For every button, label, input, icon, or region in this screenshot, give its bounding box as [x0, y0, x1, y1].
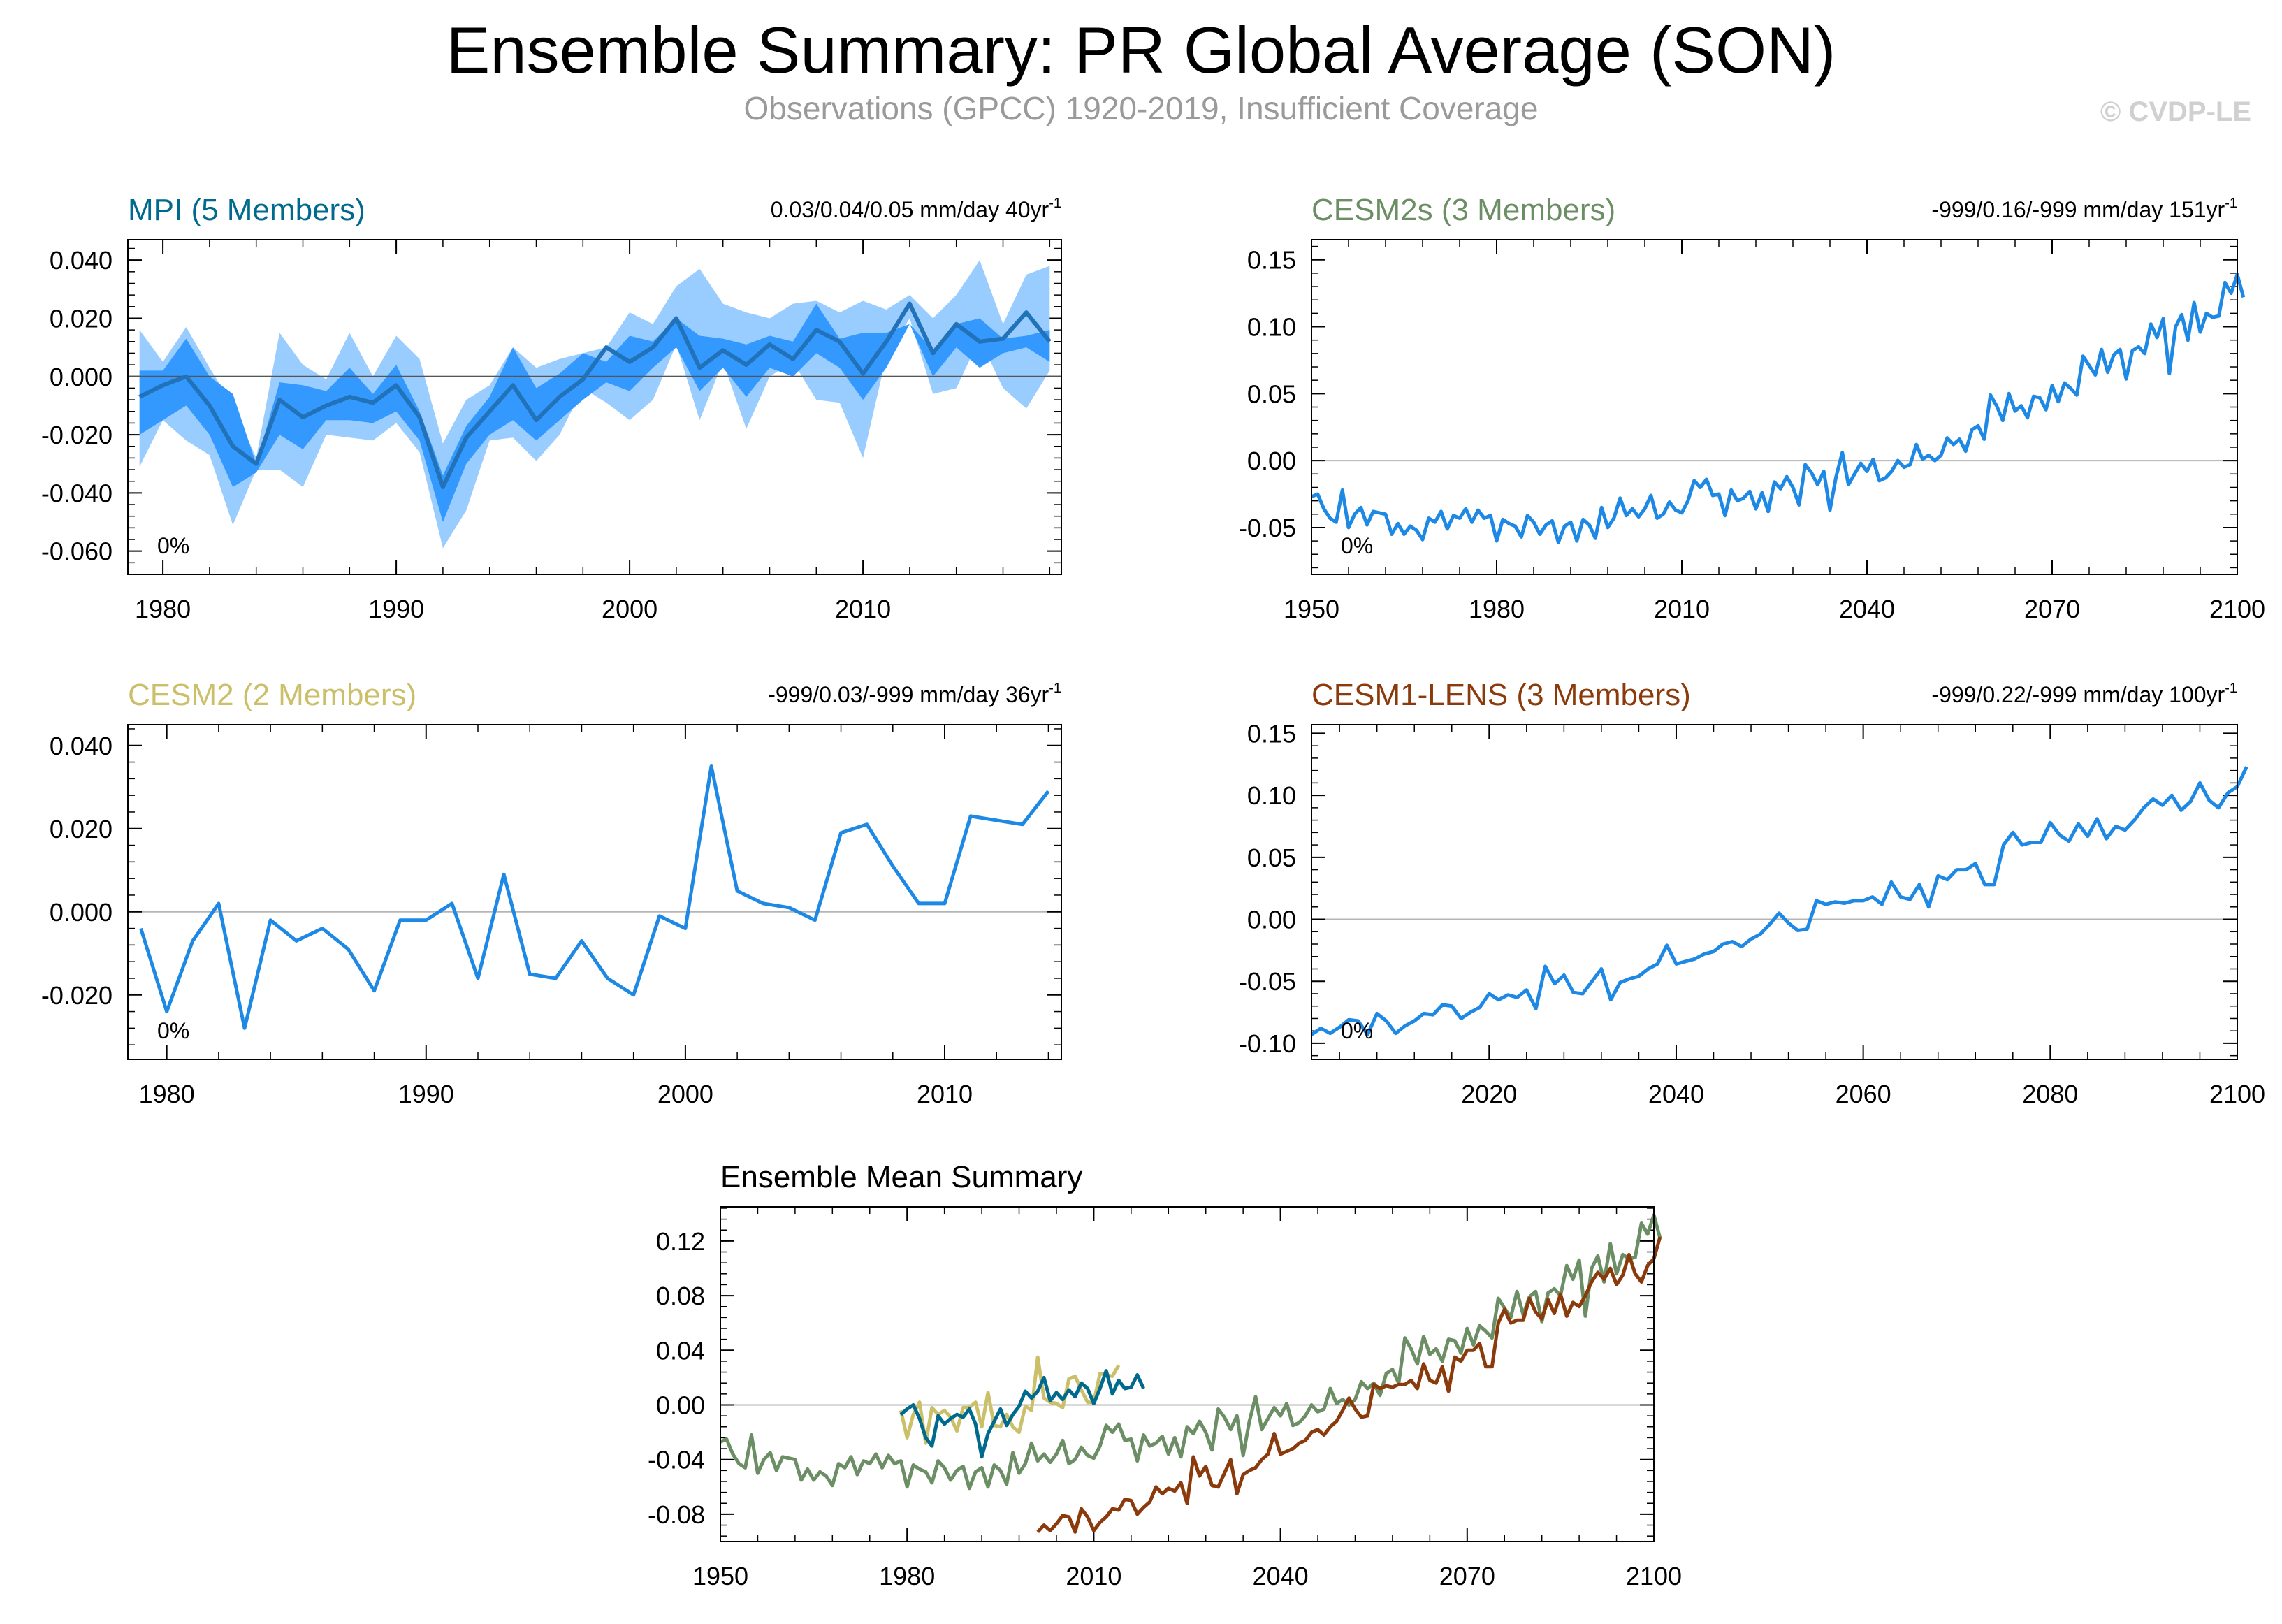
- plot-frame: [127, 239, 1062, 575]
- xtick-label: 2010: [835, 595, 891, 623]
- ytick-label: -0.060: [41, 537, 112, 566]
- xtick-label: 2100: [1626, 1562, 1682, 1590]
- panel-cesm2s: CESM2s (3 Members) -999/0.16/-999 mm/day …: [1239, 193, 2265, 623]
- ytick-label: 0.00: [1247, 447, 1296, 475]
- panel-title: Ensemble Mean Summary: [720, 1160, 1082, 1194]
- plot-frame: [1311, 239, 2238, 575]
- plot-frame: [720, 1206, 1655, 1542]
- lens-series-line: [1310, 766, 2248, 1036]
- panel-title: CESM2s (3 Members): [1311, 193, 1615, 227]
- ytick-label: -0.04: [648, 1446, 705, 1474]
- xtick-label: 1990: [368, 595, 424, 623]
- ytick-label: -0.05: [1239, 967, 1296, 996]
- panel-mpi: MPI (5 Members) 0.03/0.04/0.05 mm/day 40y…: [41, 193, 1062, 623]
- panel-title: MPI (5 Members): [128, 193, 365, 227]
- page-subtitle: Observations (GPCC) 1920-2019, Insuffici…: [743, 90, 1539, 126]
- xtick-label: 1980: [139, 1080, 195, 1108]
- percent-label: 0%: [1341, 533, 1373, 558]
- ytick-label: 0.05: [1247, 843, 1296, 872]
- ytick-label: -0.10: [1239, 1029, 1296, 1058]
- xtick-label: 2000: [602, 595, 657, 623]
- ytick-label: 0.020: [50, 815, 112, 843]
- xtick-label: 1980: [879, 1562, 935, 1590]
- xtick-label: 2010: [917, 1080, 973, 1108]
- ytick-label: 0.00: [656, 1391, 705, 1419]
- plot-frame: [1311, 724, 2238, 1060]
- xtick-label: 2080: [2022, 1080, 2078, 1108]
- page-title: Ensemble Summary: PR Global Average (SON…: [446, 13, 1836, 87]
- xtick-label: 2060: [1836, 1080, 1891, 1108]
- ensmean-series-lens: [1036, 1236, 1662, 1534]
- ytick-label: -0.020: [41, 421, 112, 449]
- ytick-label: 0.12: [656, 1227, 705, 1256]
- panel-ensmean: Ensemble Mean Summary 0.12 0.08 0.04 0.00 -0.…: [648, 1160, 1682, 1590]
- ytick-label: 0.040: [50, 246, 112, 275]
- panel-cesm2: CESM2 (2 Members) -999/0.03/-999 mm/day 3…: [41, 678, 1062, 1108]
- ytick-label: 0.15: [1247, 246, 1296, 275]
- xtick-label: 2070: [2024, 595, 2080, 623]
- percent-label: 0%: [157, 1018, 189, 1043]
- xtick-label: 2040: [1253, 1562, 1309, 1590]
- ensmean-series-mpi: [899, 1369, 1145, 1459]
- xtick-label: 2040: [1648, 1080, 1704, 1108]
- ytick-label: 0.10: [1247, 313, 1296, 342]
- xtick-label: 2020: [1461, 1080, 1517, 1108]
- stats-label: -999/0.16/-999 mm/day 151yr-1: [1931, 196, 2237, 222]
- cesm2-series-line: [139, 764, 1050, 1030]
- ytick-label: 0.040: [50, 732, 112, 760]
- ytick-label: 0.000: [50, 898, 112, 927]
- xtick-label: 2070: [1439, 1562, 1495, 1590]
- ytick-label: 0.000: [50, 363, 112, 391]
- ytick-label: 0.00: [1247, 906, 1296, 934]
- xtick-label: 2000: [657, 1080, 713, 1108]
- percent-label: 0%: [157, 533, 189, 558]
- panel-lens: CESM1-LENS (3 Members) -999/0.22/-999 mm/…: [1239, 678, 2265, 1108]
- stats-label: 0.03/0.04/0.05 mm/day 40yr-1: [771, 196, 1061, 222]
- xtick-label: 2040: [1839, 595, 1895, 623]
- ytick-label: -0.020: [41, 981, 112, 1010]
- xtick-label: 1950: [692, 1562, 748, 1590]
- panel-title: CESM1-LENS (3 Members): [1311, 678, 1691, 712]
- percent-label: 0%: [1341, 1018, 1373, 1043]
- xtick-label: 1950: [1284, 595, 1339, 623]
- ytick-label: 0.15: [1247, 719, 1296, 748]
- credit-label: © CVDP-LE: [2100, 96, 2251, 127]
- ytick-label: -0.05: [1239, 514, 1296, 542]
- xtick-label: 2100: [2209, 595, 2265, 623]
- cesm2s-series-line: [1310, 273, 2246, 544]
- plot-frame: [127, 724, 1062, 1060]
- ytick-label: 0.05: [1247, 379, 1296, 408]
- ytick-label: 0.10: [1247, 781, 1296, 810]
- xtick-label: 2010: [1654, 595, 1710, 623]
- ytick-label: -0.08: [648, 1500, 705, 1529]
- ytick-label: -0.040: [41, 479, 112, 507]
- panel-title: CESM2 (2 Members): [128, 678, 416, 712]
- ytick-label: 0.020: [50, 304, 112, 333]
- ytick-label: 0.08: [656, 1282, 705, 1310]
- xtick-label: 2100: [2209, 1080, 2265, 1108]
- xtick-label: 1990: [398, 1080, 454, 1108]
- stats-label: -999/0.03/-999 mm/day 36yr-1: [768, 681, 1061, 707]
- xtick-label: 1980: [135, 595, 191, 623]
- ensmean-series-cesm2s: [719, 1213, 1662, 1491]
- xtick-label: 2010: [1066, 1562, 1121, 1590]
- stats-label: -999/0.22/-999 mm/day 100yr-1: [1931, 681, 2237, 707]
- xtick-label: 1980: [1469, 595, 1525, 623]
- ensemble-mean-line: [138, 301, 1052, 489]
- ytick-label: 0.04: [656, 1336, 705, 1365]
